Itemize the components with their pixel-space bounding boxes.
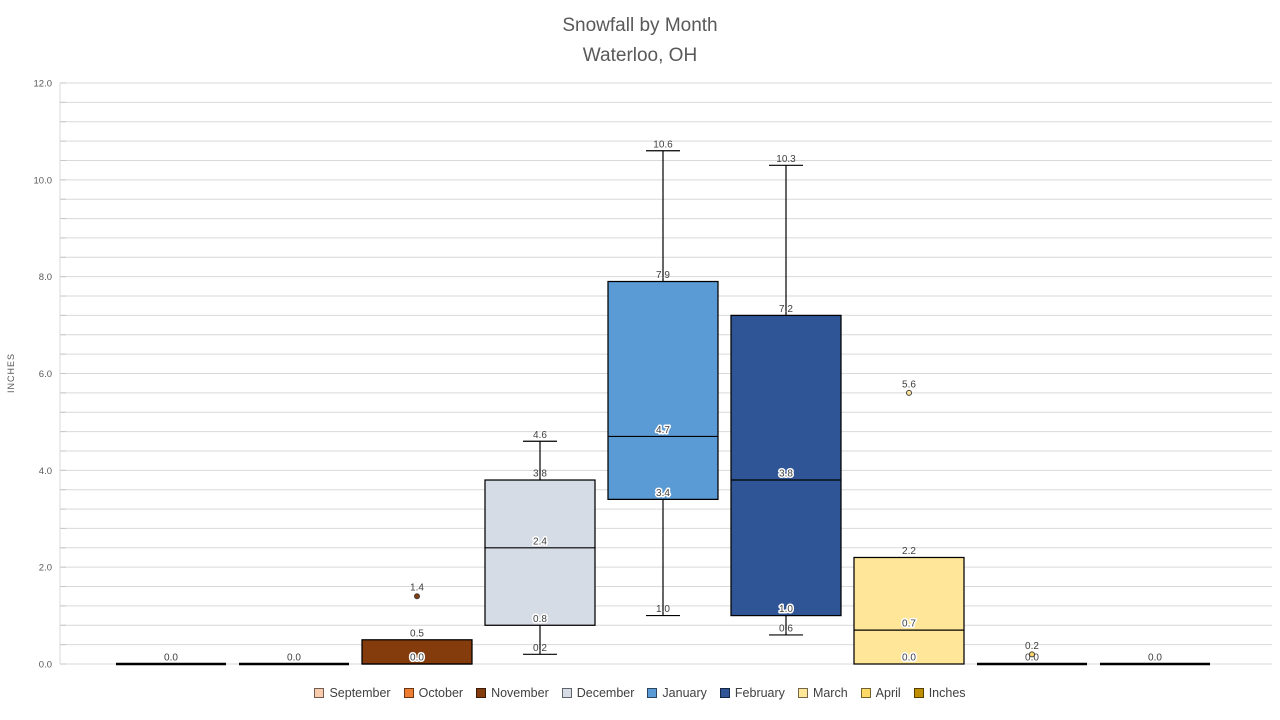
box — [361, 639, 473, 665]
outlier-point — [414, 593, 420, 600]
outlier-point — [906, 389, 912, 396]
value-label: 3.8 — [779, 469, 793, 480]
legend-label: March — [812, 686, 848, 700]
value-label: 10.6 — [653, 139, 673, 150]
value-label: 0.6 — [779, 623, 793, 634]
y-axis-tick-label: 10.0 — [34, 175, 53, 186]
value-label: 0.0 — [164, 653, 178, 664]
value-label: 0.0 — [902, 653, 916, 664]
box-group-november — [361, 593, 473, 665]
value-label: 7.2 — [779, 304, 793, 315]
value-label: 1.4 — [410, 583, 424, 594]
box-group-march — [853, 389, 965, 665]
chart-title: Snowfall by Month Waterloo, OH — [0, 11, 1280, 71]
legend-item-february: February — [719, 686, 785, 700]
box-group-december — [484, 440, 596, 655]
legend-item-november: November — [476, 686, 549, 700]
value-label: 4.7 — [656, 425, 670, 436]
box — [607, 280, 719, 501]
y-axis-tick-label: 6.0 — [39, 369, 52, 380]
y-axis-tick-label: 2.0 — [39, 563, 52, 574]
value-label: 2.4 — [533, 536, 547, 547]
legend-swatch-november — [476, 688, 487, 698]
box-group-february — [730, 164, 842, 636]
box-group-january — [607, 150, 719, 617]
legend-swatch-february — [719, 688, 730, 698]
legend-label: April — [875, 686, 901, 700]
legend-label: December — [576, 686, 635, 700]
value-label: 10.3 — [776, 154, 796, 165]
value-labels: 0.0 0.0 1.4 0.5 0.0 4.6 3.8 2.4 0.8 0.2 10.6 7.9 4.7… — [164, 139, 1162, 665]
legend-swatch-october — [403, 688, 414, 698]
legend-item-january: January — [647, 686, 707, 700]
box — [853, 556, 965, 665]
value-label: 0.2 — [1025, 641, 1039, 652]
legend: September October November December January F… — [0, 686, 1280, 700]
y-axis-labels: 0.0 2.0 4.0 6.0 8.0 10.0 12.0 — [34, 79, 53, 671]
chart-title-line1: Snowfall by Month — [562, 15, 718, 36]
legend-swatch-january — [647, 688, 658, 698]
legend-item-march: March — [797, 686, 848, 700]
y-axis-tick-label: 12.0 — [34, 79, 53, 90]
legend-item-april: April — [860, 686, 901, 700]
chart-title-line2: Waterloo, OH — [582, 45, 698, 66]
value-label: 0.0 — [287, 653, 301, 664]
legend-label: September — [329, 686, 391, 700]
legend-item-inches: Inches — [913, 686, 966, 700]
value-label: 0.0 — [410, 653, 424, 664]
y-axis-tick-label: 8.0 — [39, 272, 52, 283]
legend-swatch-april — [860, 688, 871, 698]
value-label: 1.0 — [779, 604, 793, 615]
value-label: 0.0 — [1148, 653, 1162, 664]
value-label: 5.6 — [902, 379, 916, 390]
value-label: 2.2 — [902, 546, 916, 557]
value-label: 3.8 — [533, 469, 547, 480]
legend-label: October — [418, 686, 464, 700]
y-axis-title: INCHES — [6, 353, 16, 393]
legend-item-september: September — [314, 686, 391, 700]
legend-label: February — [734, 686, 785, 700]
legend-item-october: October — [403, 686, 464, 700]
value-label: 1.0 — [656, 604, 670, 615]
value-label: 4.6 — [533, 430, 547, 441]
legend-label: November — [491, 686, 549, 700]
value-label: 7.9 — [656, 270, 670, 281]
box — [484, 479, 596, 626]
legend-label: Inches — [928, 686, 966, 700]
value-label: 0.0 — [1025, 653, 1039, 664]
box-group-april — [977, 651, 1087, 666]
y-axis-tick-label: 4.0 — [39, 466, 52, 477]
legend-swatch-march — [797, 688, 808, 698]
plot-area: 0.0 2.0 4.0 6.0 8.0 10.0 12.0 0.0 0.0 1.4 0.5 0.0 4.… — [34, 79, 1272, 671]
value-label: 0.7 — [902, 619, 916, 630]
legend-swatch-december — [561, 688, 572, 698]
value-label: 3.4 — [656, 488, 670, 499]
outlier-point — [1029, 651, 1035, 658]
box — [730, 314, 842, 617]
legend-item-december: December — [561, 686, 635, 700]
value-label: 0.5 — [410, 628, 424, 639]
value-label: 0.2 — [533, 643, 547, 654]
legend-swatch-inches — [913, 688, 924, 698]
legend-swatch-september — [314, 688, 325, 698]
legend-label: January — [662, 686, 707, 700]
y-axis-tick-label: 0.0 — [39, 660, 52, 671]
value-label: 0.8 — [533, 614, 547, 625]
